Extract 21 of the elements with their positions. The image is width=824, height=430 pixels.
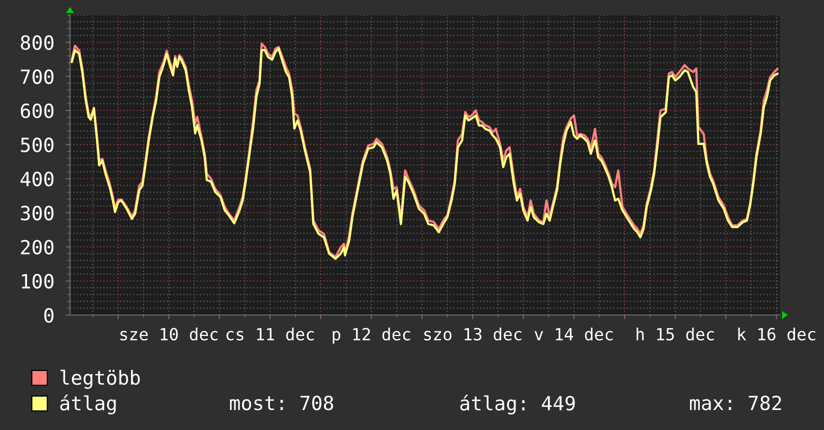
x-tick-label: v 14 dec [534,328,613,340]
y-tick-label: 800 [20,35,54,50]
x-tick-label: sze 10 dec [120,328,218,340]
y-tick-label: 0 [44,308,54,323]
text: most: 708 [230,396,334,410]
legend-label: átlag [60,394,116,414]
x-tick-label: h 15 dec [636,328,714,340]
x-tick-label: szo 13 dec [424,328,522,340]
legend-label: legtöbb [60,370,140,389]
x-tick-label: k 16 dec [738,328,816,340]
y-tick-label: 300 [20,206,54,220]
text: átlag: 449 [460,394,575,414]
x-tick-label: p 12 dec [332,328,410,344]
text: max: 782 [690,396,781,410]
y-tick-label: 500 [20,138,54,152]
y-tick-label: 600 [20,103,54,118]
y-tick-label: 400 [20,172,54,186]
x-tick-label: cs 11 dec [226,328,314,340]
y-tick-label: 200 [21,240,54,255]
y-tick-label: 700 [20,69,54,84]
y-tick-label: 100 [22,274,54,289]
